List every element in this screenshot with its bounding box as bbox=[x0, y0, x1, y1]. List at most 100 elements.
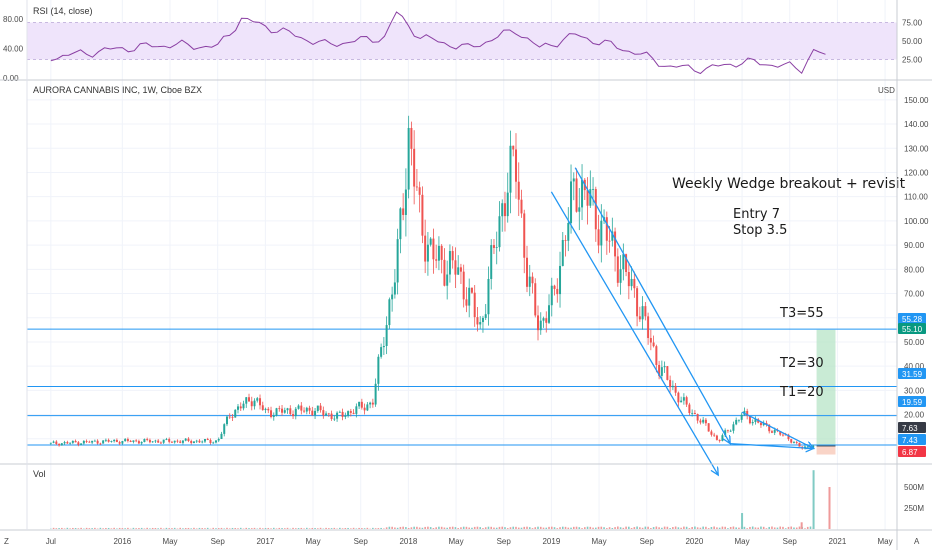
volume-bar bbox=[91, 528, 93, 529]
rsi-right-tick: 25.00 bbox=[902, 56, 923, 65]
volume-bar bbox=[146, 527, 148, 529]
volume-bar bbox=[600, 526, 603, 529]
volume-bar bbox=[677, 527, 680, 529]
volume-bar bbox=[347, 527, 349, 529]
trade-box[interactable] bbox=[816, 329, 836, 455]
candle-body bbox=[259, 398, 262, 406]
volume-bar bbox=[303, 528, 305, 529]
candle-body bbox=[201, 441, 204, 443]
candle-body bbox=[358, 401, 361, 407]
t1-annotation[interactable]: T1=20 bbox=[779, 385, 824, 400]
volume-bar bbox=[182, 528, 184, 529]
volume-bar bbox=[691, 527, 693, 529]
price-badge-label: 31.59 bbox=[902, 370, 923, 379]
candle-body bbox=[377, 356, 380, 384]
candle-body bbox=[336, 412, 339, 419]
candle-body bbox=[355, 406, 358, 414]
volume-bar bbox=[669, 528, 671, 529]
candle-body bbox=[498, 216, 501, 248]
wedge-trend-line[interactable] bbox=[741, 411, 814, 448]
volume-bar bbox=[270, 528, 272, 529]
time-tick-label: May bbox=[162, 537, 177, 546]
candle-body bbox=[564, 239, 567, 241]
volume-bar bbox=[206, 527, 209, 529]
t3-annotation[interactable]: T3=55 bbox=[779, 306, 824, 321]
candle-body bbox=[228, 416, 231, 418]
volume-bar bbox=[85, 527, 88, 529]
stop-annotation[interactable]: Stop 3.5 bbox=[733, 223, 787, 238]
price-panel[interactable]: AURORA CANNABIS INC, 1W, Cboe BZX USD 15… bbox=[27, 85, 929, 475]
volume-bar bbox=[564, 526, 567, 529]
zoom-icon[interactable]: Z bbox=[4, 537, 9, 546]
rsi-right-tick: 75.00 bbox=[902, 19, 923, 28]
candle-body bbox=[325, 413, 328, 416]
price-badge bbox=[898, 313, 926, 324]
time-tick-label: Sep bbox=[640, 537, 655, 546]
candle-body bbox=[424, 235, 427, 262]
candle-body bbox=[660, 367, 663, 376]
volume-bar bbox=[630, 528, 633, 529]
candle-body bbox=[366, 404, 369, 411]
volume-bar bbox=[416, 526, 418, 529]
candle-body bbox=[418, 187, 421, 195]
candle-body bbox=[181, 440, 184, 443]
wedge-lines[interactable] bbox=[550, 167, 814, 475]
candle-body bbox=[184, 438, 187, 441]
candle-body bbox=[124, 439, 127, 442]
volume-panel[interactable]: Vol 500M 250M bbox=[33, 469, 924, 529]
profit-zone[interactable] bbox=[816, 329, 836, 447]
rsi-panel[interactable]: RSI (14, close) 80.00 40.00 0.00 75.00 50.0… bbox=[3, 6, 923, 83]
loss-zone[interactable] bbox=[816, 446, 836, 455]
candle-body bbox=[729, 430, 732, 432]
volume-bar bbox=[187, 527, 190, 529]
time-tick-label: May bbox=[305, 537, 320, 546]
candle-body bbox=[278, 408, 281, 410]
volume-spike bbox=[741, 513, 744, 529]
volume-bar bbox=[644, 526, 647, 529]
candle-body bbox=[176, 440, 179, 442]
candle-body bbox=[652, 342, 655, 347]
candle-body bbox=[710, 431, 713, 435]
volume-bar bbox=[374, 528, 377, 529]
candle-body bbox=[663, 366, 666, 368]
t2-annotation[interactable]: T2=30 bbox=[779, 356, 824, 371]
volume-bar bbox=[319, 527, 322, 529]
wedge-trend-line[interactable] bbox=[574, 167, 730, 444]
candle-body bbox=[58, 443, 61, 446]
volume-bar bbox=[102, 528, 104, 529]
candle-body bbox=[415, 186, 418, 188]
volume-bar bbox=[732, 526, 735, 529]
wedge-trend-line[interactable] bbox=[550, 191, 718, 475]
time-tick-label: Sep bbox=[497, 537, 512, 546]
volume-bar bbox=[633, 527, 636, 529]
candle-body bbox=[52, 441, 55, 443]
volume-tick-label: 500M bbox=[904, 483, 924, 492]
headline-annotation[interactable]: Weekly Wedge breakout + revisit bbox=[672, 176, 906, 192]
candle-body bbox=[80, 443, 83, 445]
time-axis[interactable]: Jul 2016 May Sep 2017 May Sep 2018 May Sep 2019 May… bbox=[46, 537, 893, 546]
volume-bar bbox=[99, 527, 102, 529]
candle-body bbox=[371, 402, 374, 405]
candle-body bbox=[677, 392, 680, 403]
entry-annotation[interactable]: Entry 7 bbox=[733, 207, 780, 222]
price-badge-label: 55.10 bbox=[902, 325, 923, 334]
candle-body bbox=[66, 442, 69, 444]
horizontal-levels[interactable] bbox=[27, 328, 897, 446]
volume-spike bbox=[800, 522, 803, 529]
volume-bar bbox=[190, 528, 193, 529]
candle-body bbox=[157, 440, 160, 443]
candle-body bbox=[225, 416, 228, 425]
candle-body bbox=[509, 145, 512, 193]
price-tick-label: 90.00 bbox=[904, 241, 925, 250]
wedge-trend-line[interactable] bbox=[730, 442, 813, 449]
volume-bar bbox=[517, 527, 520, 529]
candle-body bbox=[490, 245, 493, 279]
candle-body bbox=[443, 259, 446, 286]
candle-body bbox=[597, 229, 600, 246]
candle-body bbox=[314, 410, 317, 416]
candle-body bbox=[644, 306, 647, 317]
volume-bar bbox=[457, 528, 459, 529]
auto-scale-icon[interactable]: A bbox=[914, 537, 920, 546]
volume-bar bbox=[107, 527, 110, 529]
candle-body bbox=[633, 278, 636, 289]
